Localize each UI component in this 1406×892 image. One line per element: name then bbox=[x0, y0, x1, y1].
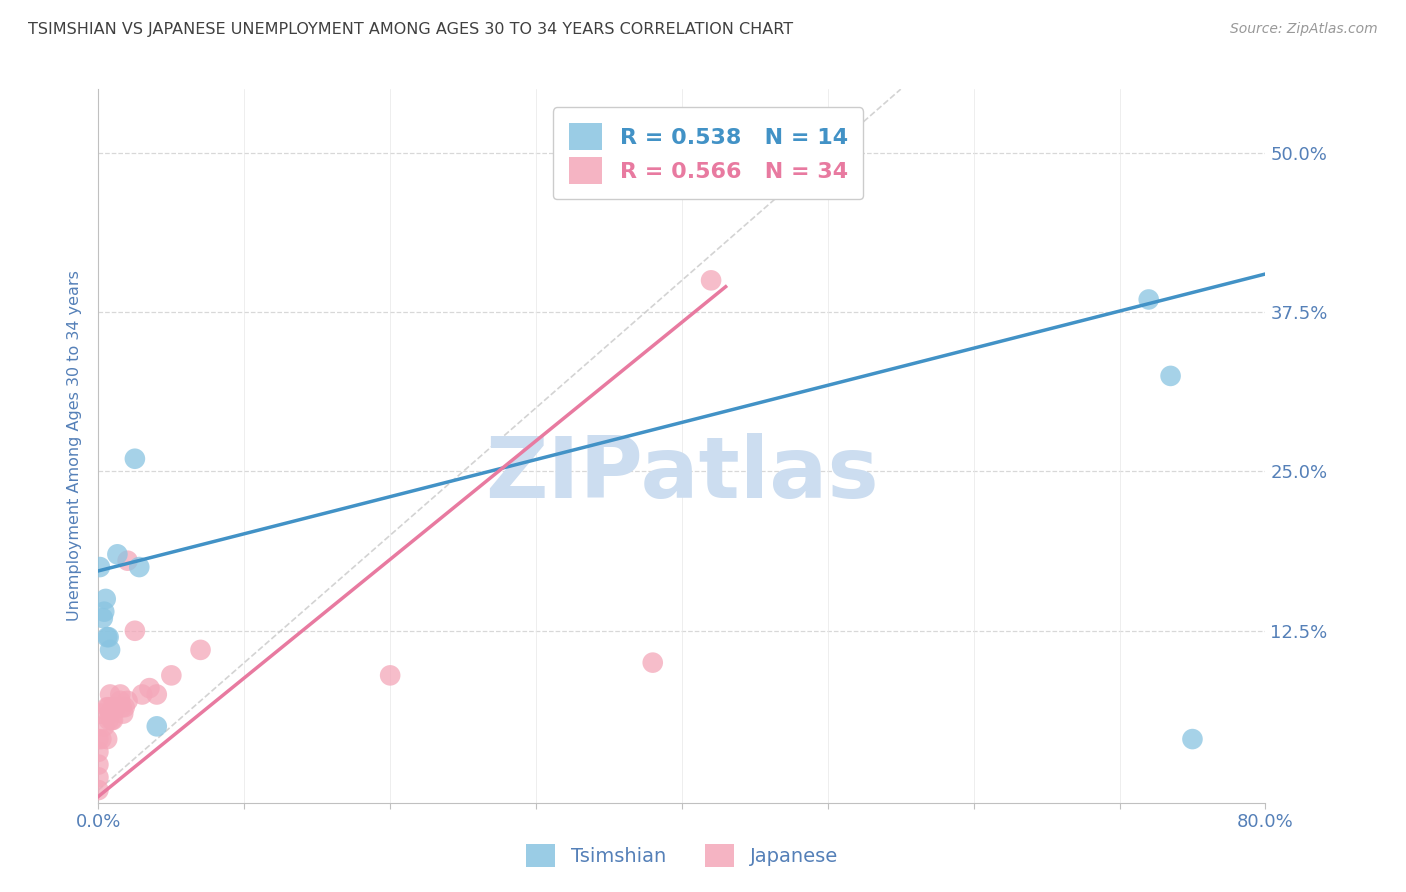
Point bbox=[131, 688, 153, 702]
Point bbox=[101, 700, 124, 714]
Point bbox=[98, 643, 121, 657]
Point bbox=[160, 668, 183, 682]
Point bbox=[87, 757, 110, 772]
Point bbox=[96, 630, 118, 644]
Point bbox=[90, 732, 112, 747]
Point bbox=[94, 591, 117, 606]
Point bbox=[104, 700, 127, 714]
Point bbox=[96, 700, 118, 714]
Y-axis label: Unemployment Among Ages 30 to 34 years: Unemployment Among Ages 30 to 34 years bbox=[66, 270, 82, 622]
Point bbox=[124, 624, 146, 638]
Point bbox=[112, 706, 135, 721]
Point bbox=[87, 745, 110, 759]
Text: Source: ZipAtlas.com: Source: ZipAtlas.com bbox=[1230, 22, 1378, 37]
Point bbox=[146, 688, 169, 702]
Point bbox=[1137, 293, 1160, 307]
Point bbox=[700, 273, 723, 287]
Point bbox=[117, 554, 139, 568]
Point bbox=[146, 719, 169, 733]
Point bbox=[124, 451, 146, 466]
Legend: Tsimshian, Japanese: Tsimshian, Japanese bbox=[519, 836, 845, 875]
Text: TSIMSHIAN VS JAPANESE UNEMPLOYMENT AMONG AGES 30 TO 34 YEARS CORRELATION CHART: TSIMSHIAN VS JAPANESE UNEMPLOYMENT AMONG… bbox=[28, 22, 793, 37]
Point bbox=[93, 605, 115, 619]
Point bbox=[110, 694, 132, 708]
Point bbox=[89, 560, 111, 574]
Point bbox=[101, 713, 124, 727]
Point bbox=[641, 656, 664, 670]
Point bbox=[87, 770, 110, 784]
Point bbox=[97, 630, 120, 644]
Point bbox=[96, 732, 118, 747]
Point bbox=[117, 694, 139, 708]
Point bbox=[111, 700, 134, 714]
Point bbox=[98, 688, 121, 702]
Point bbox=[138, 681, 160, 695]
Point bbox=[97, 700, 120, 714]
Point bbox=[190, 643, 212, 657]
Point bbox=[93, 719, 115, 733]
Point bbox=[1160, 368, 1182, 383]
Point bbox=[91, 611, 114, 625]
Point bbox=[87, 732, 110, 747]
Point bbox=[100, 713, 122, 727]
Point bbox=[128, 560, 150, 574]
Point bbox=[378, 668, 402, 682]
Point bbox=[110, 688, 132, 702]
Point bbox=[97, 713, 120, 727]
Point bbox=[114, 700, 136, 714]
Point bbox=[98, 706, 121, 721]
Point bbox=[90, 706, 112, 721]
Point bbox=[1181, 732, 1204, 747]
Point bbox=[87, 783, 110, 797]
Text: ZIPatlas: ZIPatlas bbox=[485, 433, 879, 516]
Point bbox=[105, 547, 128, 561]
